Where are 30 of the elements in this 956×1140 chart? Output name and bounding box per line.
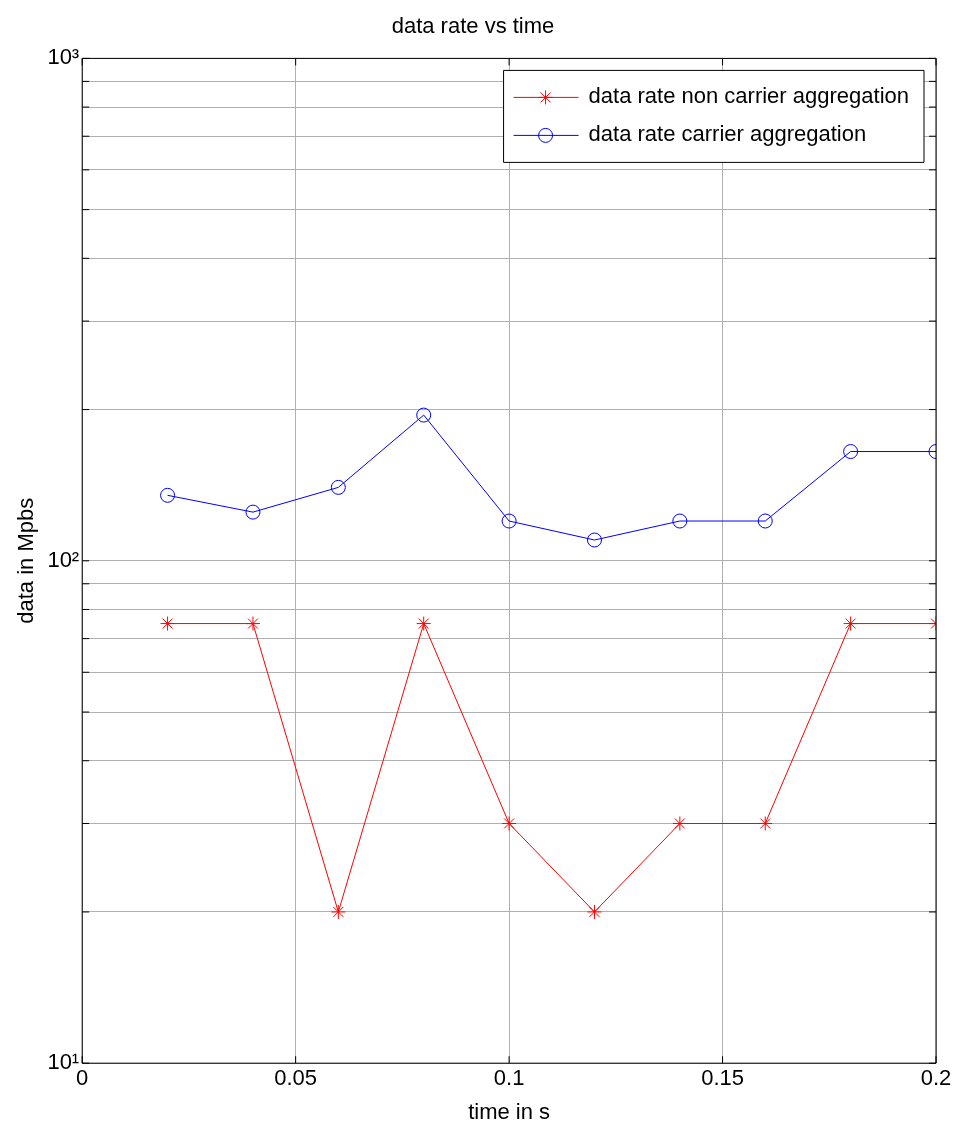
point [501, 815, 517, 831]
point [245, 616, 261, 632]
point [245, 504, 261, 520]
x-tick-label: 0.05 [274, 1065, 318, 1091]
point [586, 532, 602, 548]
point [160, 616, 176, 632]
point [501, 513, 517, 529]
point [843, 444, 859, 460]
x-tick-label: 0.1 [493, 1065, 525, 1091]
x-tick-label: 0.15 [701, 1065, 744, 1091]
point [586, 904, 602, 920]
point [672, 513, 688, 529]
point [160, 487, 176, 503]
point [416, 616, 432, 632]
point [330, 479, 346, 495]
legend-label: data rate carrier aggregation [588, 121, 867, 147]
point [843, 616, 859, 632]
point [672, 815, 688, 831]
x-tick-label: 0 [76, 1065, 89, 1091]
y-axis-title: data in Mpbs [13, 497, 39, 624]
y-tick-label: 10³ [47, 44, 80, 70]
point [757, 513, 773, 529]
legend-label: data rate non carrier aggregation [588, 83, 910, 109]
point [757, 815, 773, 831]
point [416, 407, 432, 423]
chart-title: data rate vs time [391, 13, 555, 39]
point [330, 904, 346, 920]
x-tick-label: 0.2 [920, 1065, 952, 1091]
x-axis-title: time in s [468, 1098, 551, 1124]
y-tick-label: 10² [47, 546, 80, 572]
